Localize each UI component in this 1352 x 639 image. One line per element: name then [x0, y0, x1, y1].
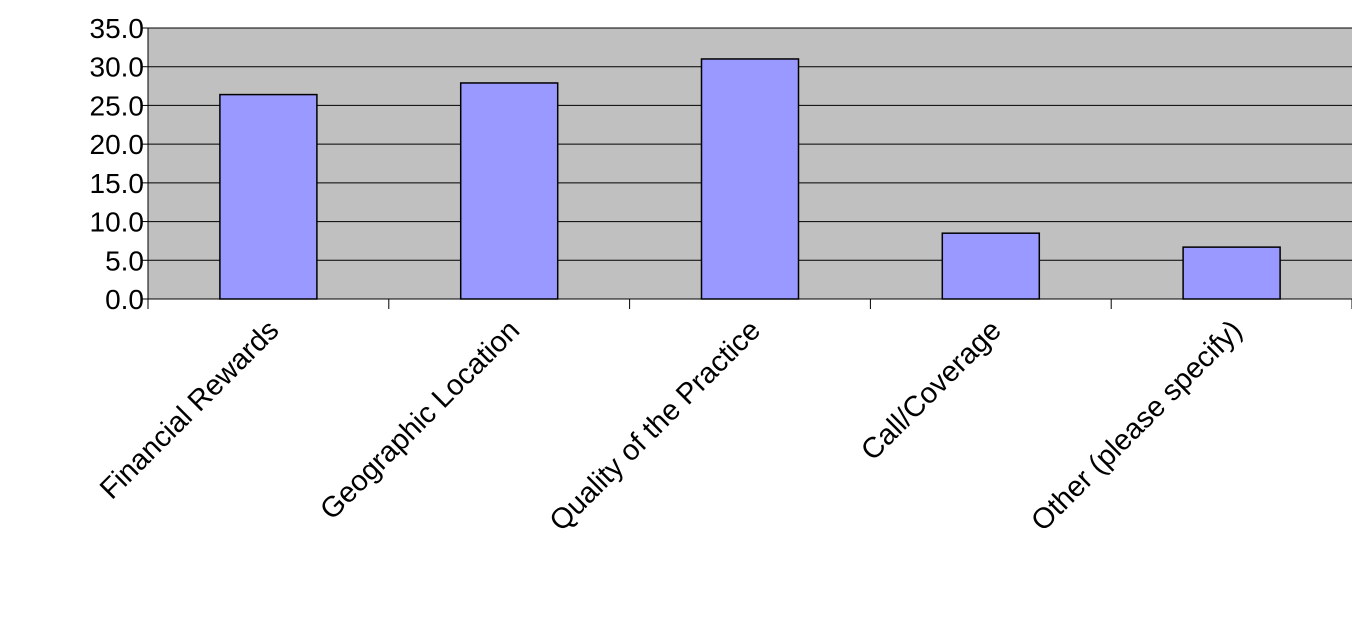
x-tick-label: Other (please specify) [1025, 314, 1248, 537]
bar [1182, 246, 1281, 300]
axes [141, 27, 1352, 309]
bar [219, 93, 318, 300]
y-tick-label: 35.0 [90, 13, 145, 44]
x-tick-label: Quality of the Practice [544, 314, 767, 537]
y-tick-labels: 0.0 5.0 10.0 15.0 20.0 25.0 30.0 35.0 [90, 13, 145, 315]
x-tick-label: Financial Rewards [94, 314, 285, 505]
y-tick-label: 10.0 [90, 207, 145, 238]
x-tick-labels: Financial Rewards Geographic Location Qual… [94, 314, 1249, 537]
y-tick-label: 25.0 [90, 90, 145, 121]
y-tick-label: 15.0 [90, 168, 145, 199]
y-tick-label: 0.0 [105, 284, 144, 315]
y-tick-label: 20.0 [90, 129, 145, 160]
y-tick-label: 30.0 [90, 52, 145, 83]
y-tick-label: 5.0 [105, 245, 144, 276]
bar [700, 58, 800, 300]
bar [941, 232, 1041, 300]
x-tick-label: Geographic Location [314, 314, 526, 526]
x-tick-label: Call/Coverage [855, 314, 1008, 467]
bar [459, 82, 559, 300]
